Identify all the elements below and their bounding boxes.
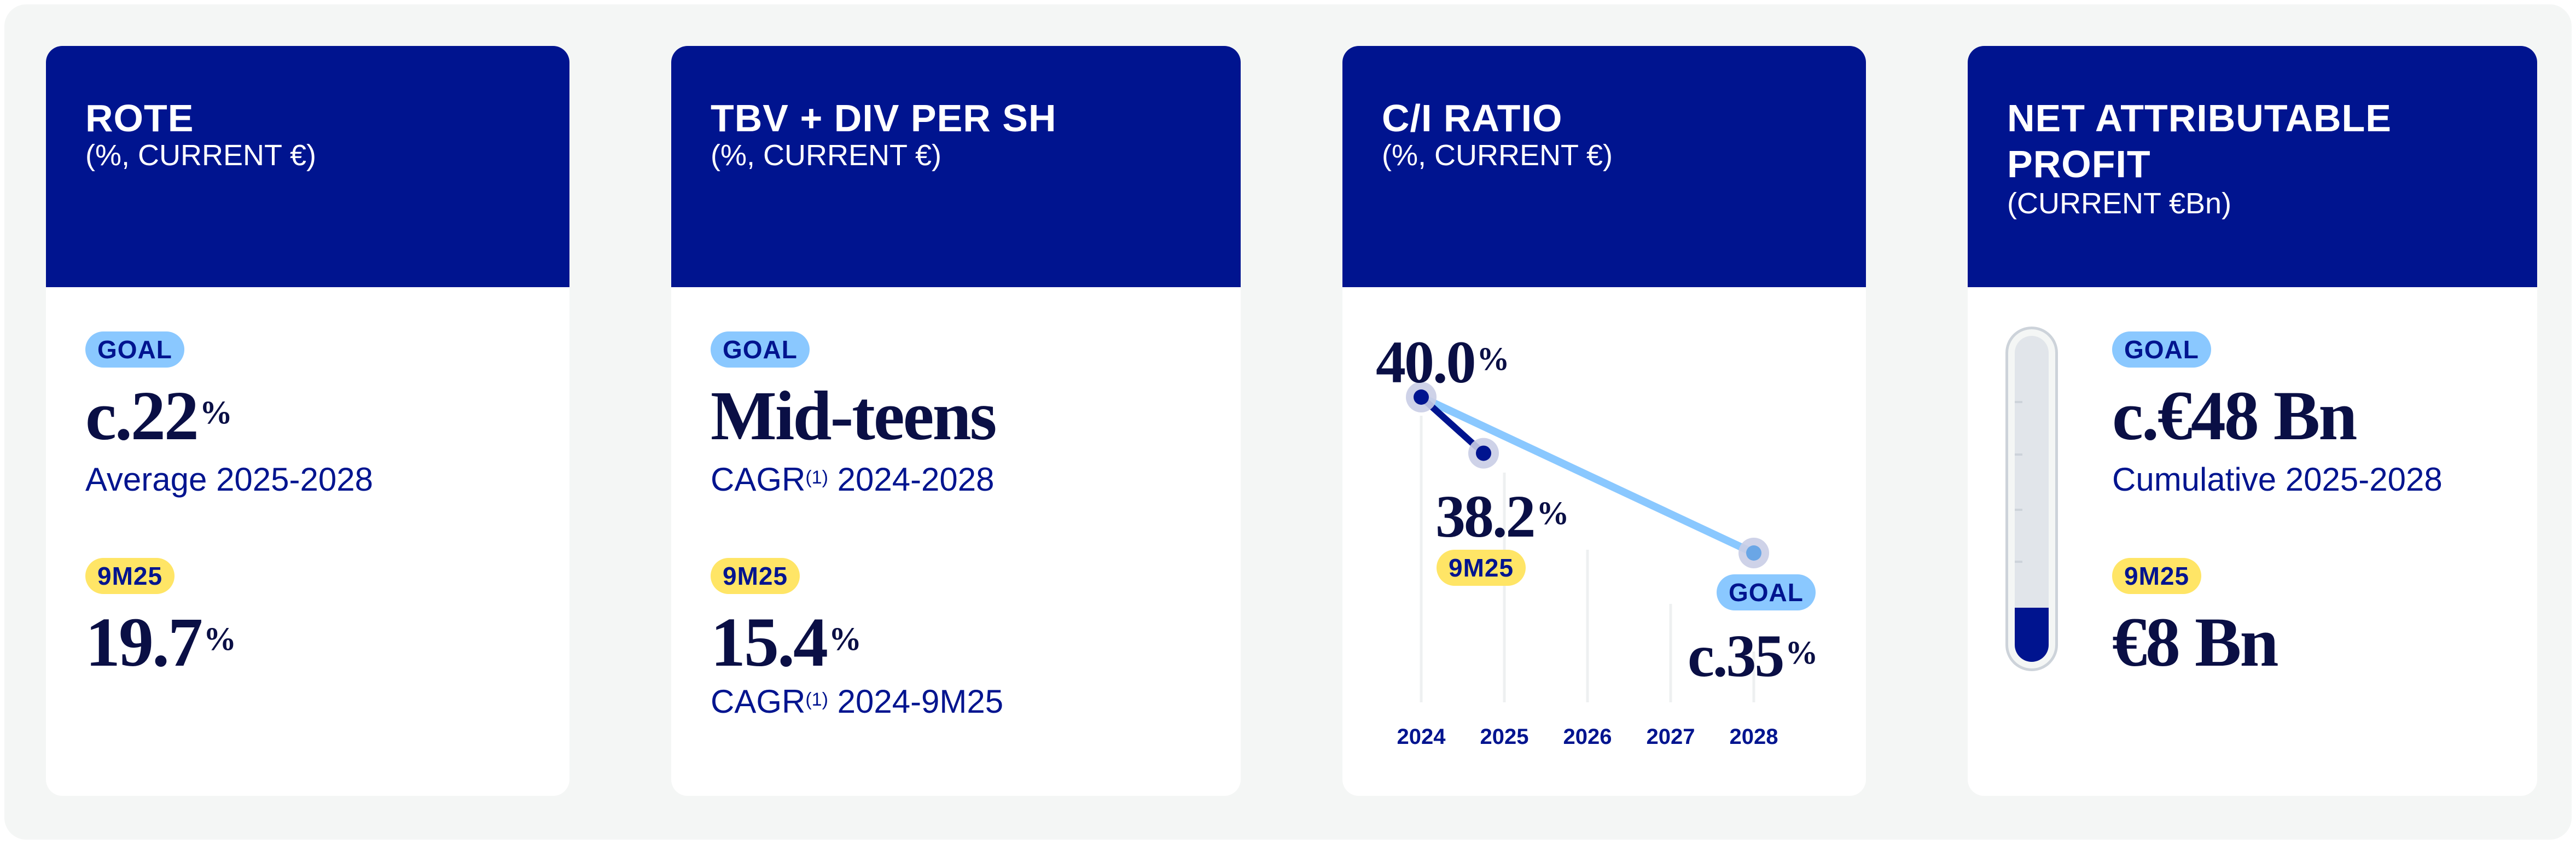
card-ci-ratio: C/I RATIO (%, CURRENT €) <box>1342 46 1866 796</box>
start-value-label: 40.0% <box>1376 327 1510 397</box>
start-value-unit: % <box>1476 341 1510 377</box>
gauge-tick <box>2015 508 2022 511</box>
goal-value-label: c.35% <box>1688 621 1818 691</box>
ytd-value-number: 38.2 <box>1435 483 1536 550</box>
x-tick-label: 2028 <box>1729 725 1778 749</box>
card-net-attributable-profit: NET ATTRIBUTABLE PROFIT (CURRENT €Bn) GOA… <box>1968 46 2537 796</box>
goal-value: Mid-teens <box>711 377 997 455</box>
goal-badge: GOAL <box>711 331 810 368</box>
ytd-value-number: 19.7 <box>85 603 203 681</box>
note-prefix: CAGR <box>711 683 806 720</box>
goal-badge: GOAL <box>1717 574 1816 610</box>
profit-gauge <box>2005 327 2058 671</box>
card-subtitle: (CURRENT €Bn) <box>2007 187 2232 220</box>
ytd-badge: 9M25 <box>711 558 800 594</box>
goal-series-line <box>1417 393 1758 557</box>
goal-note: CAGR(1) 2024-2028 <box>711 462 995 498</box>
goal-value: c.22% <box>85 381 232 451</box>
ytd-value-number: 15.4 <box>711 603 828 681</box>
point-9m25 <box>1476 445 1491 461</box>
ytd-value: 15.4% <box>711 607 862 677</box>
goal-value-unit: % <box>199 394 232 430</box>
goal-badge: GOAL <box>85 331 184 368</box>
ytd-value-label: 38.2% <box>1435 481 1569 551</box>
gauge-tick <box>2015 561 2022 563</box>
goal-badge: GOAL <box>2112 331 2211 368</box>
goal-value-number: c.22 <box>85 377 199 455</box>
x-tick-label: 2025 <box>1480 725 1529 749</box>
card-subtitle: (%, CURRENT €) <box>711 139 942 172</box>
ytd-value-unit: % <box>829 621 862 657</box>
start-value-number: 40.0 <box>1376 329 1476 395</box>
ytd-value: 19.7% <box>85 607 236 677</box>
title-line-1: NET ATTRIBUTABLE <box>2007 97 2392 139</box>
note-prefix: CAGR <box>711 461 806 498</box>
x-tick-label: 2027 <box>1646 725 1695 749</box>
ytd-badge: 9M25 <box>2112 558 2202 594</box>
card-subtitle: (%, CURRENT €) <box>1382 139 1613 172</box>
title-line-2: PROFIT <box>2007 143 2151 185</box>
ytd-value-unit: % <box>1536 495 1569 531</box>
card-header: NET ATTRIBUTABLE PROFIT (CURRENT €Bn) <box>1968 46 2537 287</box>
card-title: NET ATTRIBUTABLE PROFIT <box>2007 95 2392 187</box>
goal-value-number: c.35 <box>1688 622 1784 689</box>
point-2024 <box>1414 389 1429 405</box>
card-title: TBV + DIV PER SH <box>711 97 1057 139</box>
ytd-value: €8 Bn <box>2112 603 2279 681</box>
card-rote: ROTE (%, CURRENT €) GOAL c.22% Average 2… <box>46 46 569 796</box>
goal-value-unit: % <box>1785 635 1818 671</box>
note-suffix: 2024-9M25 <box>828 683 1004 720</box>
footnote-ref: (1) <box>805 689 828 710</box>
goal-note: Cumulative 2025-2028 <box>2112 461 2443 498</box>
x-tick-label: 2024 <box>1397 725 1446 749</box>
card-subtitle: (%, CURRENT €) <box>85 139 317 172</box>
gauge-tick <box>2015 453 2022 456</box>
goal-value: c.€48 Bn <box>2112 377 2357 455</box>
x-tick-label: 2026 <box>1563 725 1612 749</box>
card-title: C/I RATIO <box>1382 97 1563 139</box>
card-header: ROTE (%, CURRENT €) <box>46 46 569 287</box>
gauge-track <box>2015 336 2049 662</box>
card-title: ROTE <box>85 97 194 139</box>
ytd-badge: 9M25 <box>1437 550 1526 586</box>
point-goal-2028 <box>1746 545 1761 561</box>
note-suffix: 2024-2028 <box>828 461 995 498</box>
footnote-ref: (1) <box>805 467 828 488</box>
card-header: C/I RATIO (%, CURRENT €) <box>1342 46 1866 287</box>
gauge-fill <box>2015 607 2049 662</box>
ytd-note: CAGR(1) 2024-9M25 <box>711 684 1003 720</box>
goal-note: Average 2025-2028 <box>85 461 373 498</box>
ytd-value-unit: % <box>203 621 236 657</box>
card-header: TBV + DIV PER SH (%, CURRENT €) <box>671 46 1241 287</box>
gauge-tick <box>2015 401 2022 404</box>
card-tbv-div-per-sh: TBV + DIV PER SH (%, CURRENT €) GOAL Mid… <box>671 46 1241 796</box>
ytd-badge: 9M25 <box>85 558 175 594</box>
